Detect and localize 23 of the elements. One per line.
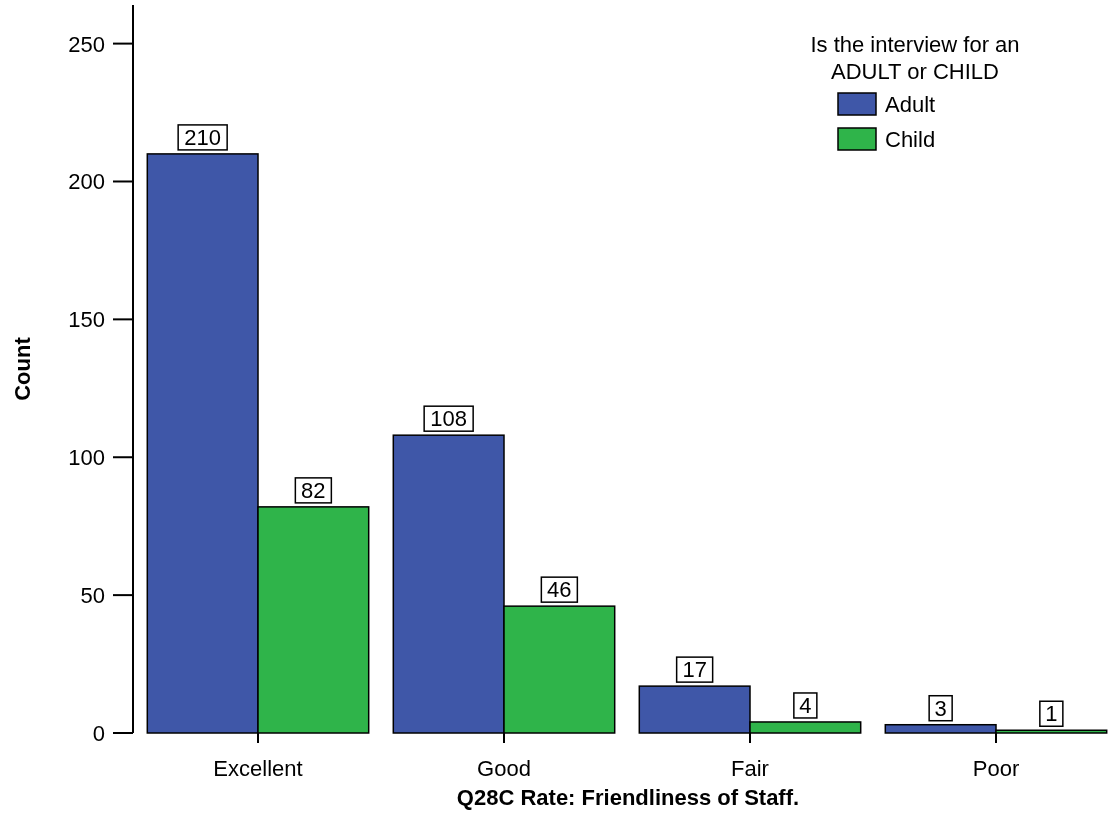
y-tick-label: 250	[68, 31, 105, 57]
x-axis-title: Q28C Rate: Friendliness of Staff.	[456, 785, 800, 810]
data-label: 108	[430, 406, 468, 432]
data-label: 3	[934, 695, 947, 721]
x-tick-label: Excellent	[213, 756, 303, 781]
data-label: 210	[184, 124, 222, 150]
y-tick-label: 50	[80, 583, 105, 609]
y-tick-label: 0	[92, 721, 105, 746]
x-tick-label: Poor	[972, 756, 1020, 781]
x-tick-label: Fair	[731, 756, 769, 781]
data-label: 17	[682, 657, 707, 683]
data-label: 4	[799, 692, 812, 718]
legend-label: Child	[885, 127, 936, 152]
data-label: 1	[1045, 701, 1058, 727]
y-tick-label: 150	[68, 307, 105, 333]
y-axis-title: Count	[10, 336, 35, 401]
y-tick-label: 100	[68, 445, 105, 471]
data-label: 82	[301, 477, 326, 503]
x-tick-label: Good	[477, 756, 531, 781]
data-label: 46	[547, 577, 572, 603]
legend-title: Is the interview for an ADULT or CHILD	[810, 32, 1020, 84]
y-tick-label: 200	[68, 169, 105, 195]
legend-label: Adult	[885, 92, 936, 117]
